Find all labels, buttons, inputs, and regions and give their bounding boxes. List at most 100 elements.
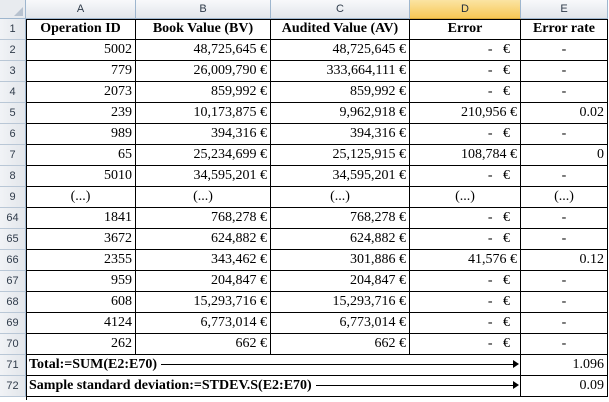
row-header[interactable]: 4 [0,82,26,103]
error-rate-cell[interactable]: - [521,292,608,313]
error-cell[interactable]: - € [410,229,521,250]
column-header-d[interactable]: D [410,0,521,19]
error-rate-header[interactable]: Error rate [521,19,608,40]
column-header-a[interactable]: A [26,0,136,19]
book-value-cell[interactable]: 204,847 € [136,271,271,292]
operation-id-cell[interactable]: 779 [26,61,136,82]
book-value-cell[interactable]: 26,009,790 € [136,61,271,82]
error-cell[interactable]: 210,956 € [410,103,521,124]
operation-id-cell[interactable]: 2355 [26,250,136,271]
operation-id-cell[interactable]: 608 [26,292,136,313]
total-label-cell[interactable]: Total:=SUM(E2:E70) [26,355,521,376]
operation-id-cell[interactable]: 65 [26,145,136,166]
audited-value-cell[interactable]: 333,664,111 € [271,61,410,82]
row-header[interactable]: 7 [0,145,26,166]
audited-value-cell[interactable]: 768,278 € [271,208,410,229]
row-header[interactable]: 3 [0,61,26,82]
operation-id-cell[interactable]: 4124 [26,313,136,334]
error-rate-cell[interactable]: 0.12 [521,250,608,271]
error-rate-cell[interactable]: 0 [521,145,608,166]
audited-value-cell[interactable]: 301,886 € [271,250,410,271]
audited-value-cell[interactable]: (...) [271,187,410,208]
operation-id-cell[interactable]: 2073 [26,82,136,103]
error-rate-cell[interactable]: (...) [521,187,608,208]
audited-value-header[interactable]: Audited Value (AV) [271,19,410,40]
error-rate-cell[interactable]: - [521,124,608,145]
row-header[interactable]: 1 [0,19,26,40]
audited-value-cell[interactable]: 624,882 € [271,229,410,250]
error-rate-cell[interactable]: 0.02 [521,103,608,124]
operation-id-cell[interactable]: 989 [26,124,136,145]
error-cell[interactable]: - € [410,61,521,82]
error-cell[interactable]: 41,576 € [410,250,521,271]
row-header[interactable]: 64 [0,208,26,229]
audited-value-cell[interactable]: 48,725,645 € [271,40,410,61]
row-header[interactable]: 70 [0,334,26,355]
audited-value-cell[interactable]: 9,962,918 € [271,103,410,124]
operation-id-cell[interactable]: 1841 [26,208,136,229]
total-value-cell[interactable]: 1.096 [521,355,608,376]
operation-id-cell[interactable]: (...) [26,187,136,208]
error-cell[interactable]: - € [410,313,521,334]
book-value-cell[interactable]: 859,992 € [136,82,271,103]
book-value-cell[interactable]: 34,595,201 € [136,166,271,187]
audited-value-cell[interactable]: 6,773,014 € [271,313,410,334]
stdev-value-cell[interactable]: 0.09 [521,376,608,397]
column-header-e[interactable]: E [521,0,608,19]
operation-id-cell[interactable]: 3672 [26,229,136,250]
error-rate-cell[interactable]: - [521,40,608,61]
row-header[interactable]: 66 [0,250,26,271]
operation-id-cell[interactable]: 5010 [26,166,136,187]
error-header[interactable]: Error [410,19,521,40]
error-cell[interactable]: - € [410,40,521,61]
error-cell[interactable]: - € [410,166,521,187]
row-header[interactable]: 9 [0,187,26,208]
error-cell[interactable]: - € [410,271,521,292]
audited-value-cell[interactable]: 204,847 € [271,271,410,292]
error-cell[interactable]: - € [410,208,521,229]
row-header[interactable]: 69 [0,313,26,334]
error-rate-cell[interactable]: - [521,271,608,292]
audited-value-cell[interactable]: 662 € [271,334,410,355]
operation-id-cell[interactable]: 959 [26,271,136,292]
audited-value-cell[interactable]: 25,125,915 € [271,145,410,166]
operation-id-cell[interactable]: 262 [26,334,136,355]
book-value-cell[interactable]: 624,882 € [136,229,271,250]
book-value-cell[interactable]: 25,234,699 € [136,145,271,166]
column-header-c[interactable]: C [271,0,410,19]
select-all-corner[interactable] [0,0,26,19]
error-rate-cell[interactable]: - [521,61,608,82]
error-rate-cell[interactable]: - [521,313,608,334]
error-rate-cell[interactable]: - [521,166,608,187]
book-value-cell[interactable]: 662 € [136,334,271,355]
operation-id-cell[interactable]: 5002 [26,40,136,61]
stdev-label-cell[interactable]: Sample standard deviation:=STDEV.S(E2:E7… [26,376,521,397]
error-rate-cell[interactable]: - [521,82,608,103]
operation-id-cell[interactable]: 239 [26,103,136,124]
book-value-cell[interactable]: 768,278 € [136,208,271,229]
error-cell[interactable]: - € [410,124,521,145]
error-cell[interactable]: 108,784 € [410,145,521,166]
row-header[interactable]: 72 [0,376,26,397]
error-rate-cell[interactable]: - [521,334,608,355]
book-value-cell[interactable]: 394,316 € [136,124,271,145]
column-header-b[interactable]: B [136,0,271,19]
book-value-cell[interactable]: 6,773,014 € [136,313,271,334]
row-header[interactable]: 6 [0,124,26,145]
book-value-cell[interactable]: 48,725,645 € [136,40,271,61]
book-value-cell[interactable]: (...) [136,187,271,208]
audited-value-cell[interactable]: 34,595,201 € [271,166,410,187]
row-header[interactable]: 67 [0,271,26,292]
error-cell[interactable]: - € [410,82,521,103]
error-rate-cell[interactable]: - [521,208,608,229]
book-value-header[interactable]: Book Value (BV) [136,19,271,40]
row-header[interactable]: 2 [0,40,26,61]
book-value-cell[interactable]: 15,293,716 € [136,292,271,313]
row-header[interactable]: 8 [0,166,26,187]
audited-value-cell[interactable]: 859,992 € [271,82,410,103]
book-value-cell[interactable]: 343,462 € [136,250,271,271]
row-header[interactable]: 65 [0,229,26,250]
book-value-cell[interactable]: 10,173,875 € [136,103,271,124]
error-cell[interactable]: - € [410,334,521,355]
error-rate-cell[interactable]: - [521,229,608,250]
